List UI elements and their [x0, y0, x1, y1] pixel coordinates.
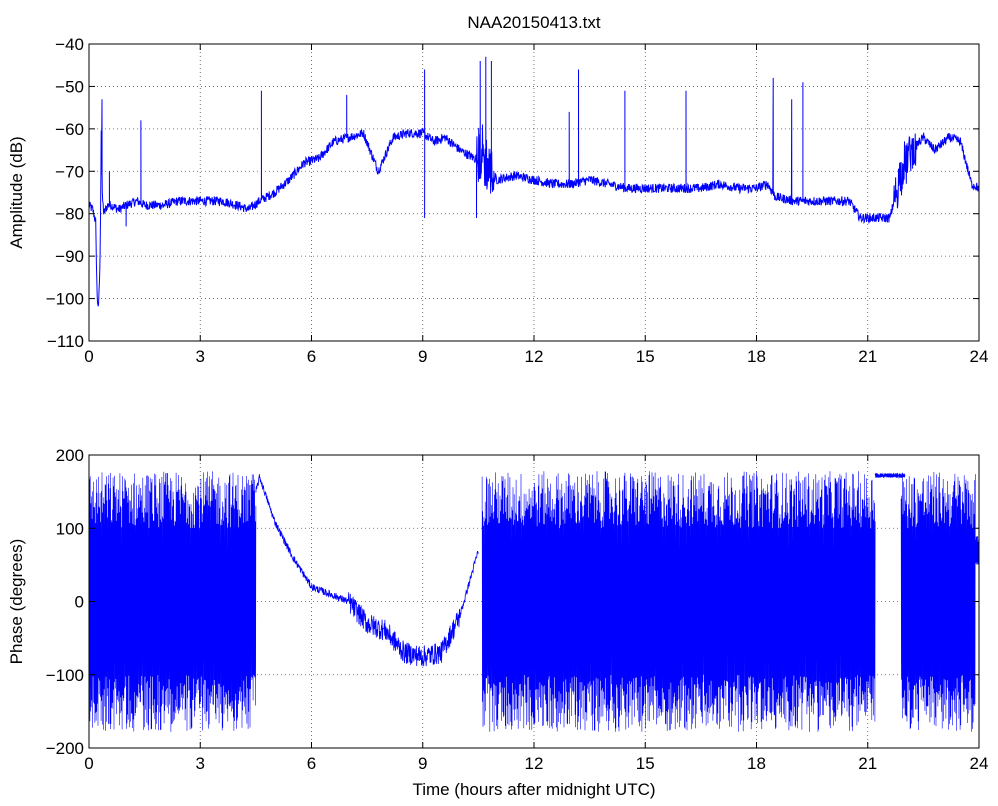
amplitude-ticks: 0 3 6 9 12 15 18 21 24 −110 −100 −90 −80 −70 −60 −50 −40: [46, 35, 989, 366]
y-tick-label: −110: [47, 332, 84, 351]
x-tick-label: 21: [858, 347, 877, 366]
amplitude-line: [89, 56, 979, 307]
x-tick-label: 15: [636, 754, 655, 773]
y-tick-label: 0: [75, 593, 84, 612]
x-tick-label: 24: [970, 754, 989, 773]
phase-x-axis-label: Time (hours after midnight UTC): [412, 780, 655, 799]
amplitude-plot: 0 3 6 9 12 15 18 21 24 −110 −100 −90 −80 −70 −60 −50 −40…: [7, 35, 988, 366]
y-tick-label: −70: [55, 162, 84, 181]
x-tick-label: 6: [307, 347, 316, 366]
x-tick-label: 0: [84, 347, 93, 366]
y-tick-label: −40: [55, 35, 84, 54]
x-tick-label: 18: [747, 347, 766, 366]
x-tick-label: 9: [418, 754, 427, 773]
phase-hold-line: [874, 472, 979, 565]
x-tick-label: 12: [525, 754, 544, 773]
x-tick-label: 18: [747, 754, 766, 773]
y-tick-label: −60: [55, 120, 84, 139]
x-tick-label: 3: [196, 347, 205, 366]
x-tick-label: 12: [525, 347, 544, 366]
x-tick-label: 3: [196, 754, 205, 773]
y-tick-label: −90: [55, 247, 84, 266]
phase-ticks: 0 3 6 9 12 15 18 21 24 −200 −100 0 100 200: [46, 446, 989, 773]
x-tick-label: 21: [858, 754, 877, 773]
y-tick-label: −50: [55, 77, 84, 96]
y-tick-label: −100: [46, 666, 84, 685]
amplitude-grid: [89, 44, 979, 341]
phase-wrapped-line: [89, 471, 976, 732]
x-tick-label: 15: [636, 347, 655, 366]
chart-title: NAA20150413.txt: [467, 13, 601, 32]
y-tick-label: −100: [46, 290, 84, 309]
x-tick-label: 24: [970, 347, 989, 366]
y-tick-label: −200: [46, 739, 84, 758]
x-tick-label: 0: [84, 754, 93, 773]
phase-drift-line: [255, 474, 479, 667]
x-tick-label: 6: [307, 754, 316, 773]
y-tick-label: 200: [56, 446, 84, 465]
phase-series: [89, 471, 979, 732]
y-tick-label: 100: [56, 519, 84, 538]
phase-plot: 0 3 6 9 12 15 18 21 24 −200 −100 0 100 200 Phase (deg…: [7, 446, 988, 799]
amplitude-series: [89, 56, 979, 307]
x-tick-label: 9: [418, 347, 427, 366]
y-tick-label: −80: [55, 205, 84, 224]
amplitude-y-axis-label: Amplitude (dB): [7, 136, 26, 248]
phase-y-axis-label: Phase (degrees): [7, 539, 26, 665]
